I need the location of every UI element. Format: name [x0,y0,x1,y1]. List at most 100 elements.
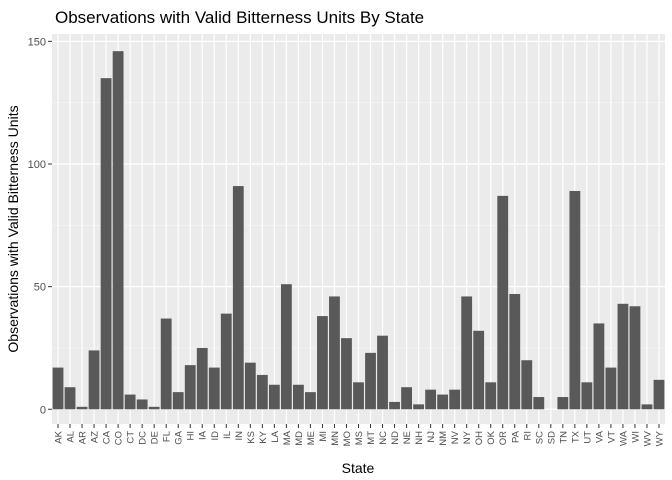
x-tick-label: MI [318,431,329,442]
y-axis-title: Observations with Valid Bitterness Units [5,105,21,352]
x-tick-label: NH [414,431,425,445]
bar-ID [208,367,220,410]
x-tick-label: CT [126,431,137,444]
x-tick-label: WY [654,430,665,446]
x-axis-title: State [342,460,375,476]
y-tick-label: 50 [34,282,46,294]
bar-AR [76,406,88,410]
x-tick-label: NM [438,431,449,446]
x-tick-label: ND [390,431,401,445]
x-tick-label: WI [630,431,641,443]
bar-DC [136,399,148,410]
x-tick-label: MN [330,431,341,446]
bar-PA [509,294,521,410]
x-tick-label: LA [270,430,281,442]
bar-WI [629,306,641,410]
y-tick-label: 150 [28,36,46,48]
bar-AZ [88,350,100,410]
bar-CT [124,394,136,410]
x-axis: AK AL AR AZ CA CO CT DC DE FL GA HI IA ID IL IN KS KY LA MA… [54,424,665,446]
x-tick-label: RI [522,431,533,441]
bar-MD [292,384,304,410]
x-tick-label: ME [306,431,317,445]
x-tick-label: AZ [90,431,101,443]
x-tick-label: MT [366,431,377,445]
x-tick-label: MD [294,431,305,446]
bar-DE [148,406,160,410]
bar-IN [232,186,244,410]
bar-KY [256,374,268,410]
x-tick-label: KS [246,431,257,444]
x-tick-label: SD [546,431,557,444]
y-tick-label: 100 [28,159,46,171]
bar-IA [196,347,208,410]
x-tick-label: MA [282,430,293,445]
x-tick-label: NV [450,430,461,444]
bar-MN [329,296,340,410]
x-tick-label: DE [150,431,161,444]
bar-MA [280,284,292,410]
bar-MT [365,352,376,410]
bar-OK [485,382,497,410]
bar-CA [100,78,112,410]
bar-NC [377,335,388,410]
x-tick-label: TX [570,430,581,443]
x-tick-label: IL [222,431,233,439]
x-tick-label: GA [174,430,185,444]
bar-WY [653,379,665,410]
x-tick-label: AK [54,430,65,443]
x-tick-label: ID [210,431,221,441]
y-tick-label: 0 [40,404,46,416]
x-tick-label: KY [258,430,269,443]
bar-GA [172,392,184,410]
bar-WV [641,404,653,410]
bar-VA [593,323,605,410]
bar-RI [521,360,533,410]
bar-UT [581,382,593,410]
bar-ME [305,392,316,410]
bar-MI [317,316,328,410]
x-tick-label: OH [474,431,485,445]
x-tick-label: MO [342,431,353,446]
bar-FL [160,318,172,410]
bar-LA [268,384,280,410]
bar-NM [437,394,449,410]
x-tick-label: MS [354,431,365,445]
bar-WA [617,303,629,410]
x-tick-label: CA [102,430,113,444]
bar-AL [64,387,76,410]
bar-HI [184,365,196,410]
x-tick-label: CO [114,431,125,445]
x-tick-label: NY [462,430,473,444]
bar-NE [401,387,412,410]
x-tick-label: NC [378,431,389,445]
bar-KS [244,362,256,410]
bar-VT [605,367,617,410]
bar-OR [497,195,509,410]
bar-MS [353,382,364,410]
x-tick-label: WA [618,430,629,446]
x-tick-label: HI [186,431,197,441]
y-axis: 0 50 100 150 [28,36,52,416]
bar-TN [557,397,569,410]
x-tick-label: VA [594,430,605,443]
bar-NV [449,389,461,410]
bar-MO [341,338,352,410]
bar-CO [112,51,124,410]
x-tick-label: PA [510,430,521,443]
bar-NY [461,296,473,410]
chart-title: Observations with Valid Bitterness Units… [55,8,424,27]
x-tick-label: NJ [426,431,437,443]
x-tick-label: FL [162,431,173,442]
x-tick-label: DC [138,431,149,445]
bar-TX [569,190,581,410]
bar-AK [52,367,64,410]
x-tick-label: NE [402,431,413,444]
x-tick-label: VT [606,431,617,443]
bar-IL [220,313,232,410]
bar-ND [389,401,400,410]
x-tick-label: TN [558,431,569,444]
x-tick-label: OK [486,430,497,444]
bars [52,51,665,410]
